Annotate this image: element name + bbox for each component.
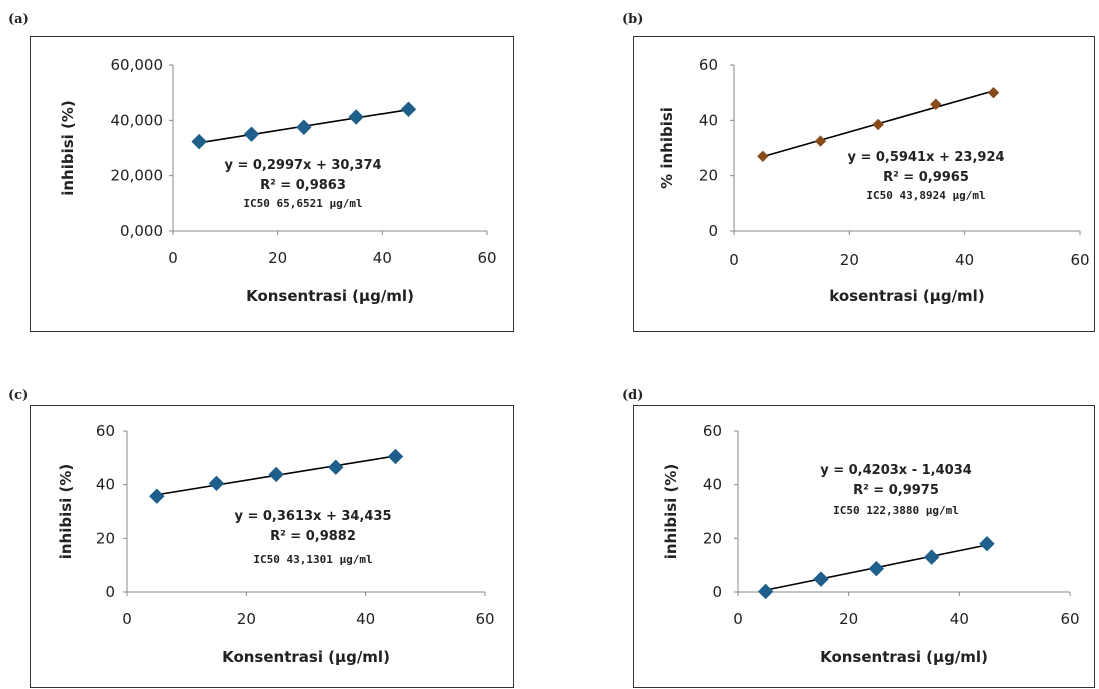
data-point: [813, 571, 829, 587]
data-point: [757, 150, 769, 163]
data-point: [872, 118, 884, 131]
x-axis-title: Konsentrasi (µg/ml): [222, 648, 390, 666]
equation-label: y = 0,5941x + 23,924: [847, 150, 1004, 165]
data-point: [757, 583, 774, 600]
data-point: [328, 459, 344, 475]
y-tick-label: 20: [703, 529, 722, 547]
x-tick-label: 20: [237, 610, 256, 628]
y-tick-label: 0: [708, 222, 718, 240]
data-point: [296, 119, 312, 135]
chart-a-svg: 0,000 20,000 40,000 60,000 0 20 40 60 y = 0,2997…: [59, 56, 497, 305]
x-tick-label: 40: [356, 610, 375, 628]
data-point: [387, 448, 404, 465]
ic50-label: IC50 65,6521 µg/ml: [243, 197, 362, 210]
y-tick-label: 40: [96, 476, 115, 494]
y-axis-title: % inhibisi: [658, 107, 676, 189]
x-axis-title: Konsentrasi (µg/ml): [820, 648, 988, 666]
panel-label-b: (b): [622, 12, 644, 27]
chart-b: 0 20 40 60 0 20 40 60 y = 0,5941x + 23,924 R² = 0…: [633, 36, 1095, 332]
data-point: [191, 133, 207, 150]
x-tick-label: 40: [955, 251, 974, 269]
y-tick-label: 40: [699, 111, 718, 129]
chart-c-svg: 0 20 40 60 0 20 40 60 y = 0,3613x + 34,435 R² = 0…: [57, 422, 495, 666]
equation-label: y = 0,3613x + 34,435: [234, 509, 391, 524]
x-tick-label: 0: [733, 610, 743, 628]
chart-b-svg: 0 20 40 60 0 20 40 60 y = 0,5941x + 23,924 R² = 0…: [658, 56, 1090, 305]
y-tick-label: 20,000: [111, 167, 164, 185]
x-tick-label: 60: [1070, 251, 1089, 269]
y-tick-label: 0: [712, 583, 722, 601]
data-point: [348, 109, 364, 125]
chart-a: 0,000 20,000 40,000 60,000 0 20 40 60 y = 0,2997…: [30, 36, 514, 332]
data-point: [268, 466, 284, 483]
x-tick-label: 40: [373, 249, 392, 267]
y-tick-label: 60: [699, 56, 718, 74]
data-point: [923, 549, 940, 565]
panel-label-c: (c): [8, 388, 29, 403]
y-tick-label: 60: [96, 422, 115, 440]
data-point: [208, 475, 225, 492]
x-tick-label: 60: [1060, 610, 1079, 628]
ic50-label: IC50 43,8924 µg/ml: [866, 189, 985, 202]
y-axis-title: inhibisi (%): [57, 464, 75, 560]
x-axis-title: Konsentrasi (µg/ml): [246, 287, 414, 305]
equation-label: y = 0,2997x + 30,374: [224, 158, 381, 173]
chart-d-svg: 0 20 40 60 0 20 40 60 y = 0,4203x - 1,4034 R² = 0…: [662, 422, 1080, 666]
y-tick-label: 20: [699, 167, 718, 185]
ic50-label: IC50 43,1301 µg/ml: [253, 553, 372, 566]
x-tick-label: 20: [268, 249, 287, 267]
y-tick-label: 60: [703, 422, 722, 440]
x-tick-label: 20: [840, 251, 859, 269]
y-tick-label: 60,000: [111, 56, 164, 74]
y-tick-label: 40,000: [111, 111, 164, 129]
panel-label-d: (d): [622, 388, 644, 403]
y-tick-label: 0,000: [120, 222, 163, 240]
ic50-label: IC50 122,3880 µg/ml: [833, 504, 959, 517]
y-tick-label: 20: [96, 529, 115, 547]
panel-label-a: (a): [8, 12, 29, 27]
data-point: [400, 101, 417, 117]
y-tick-label: 0: [105, 583, 115, 601]
r-squared-label: R² = 0,9863: [260, 178, 346, 193]
x-axis-title: kosentrasi (µg/ml): [829, 287, 984, 305]
equation-label: y = 0,4203x - 1,4034: [820, 463, 972, 478]
x-tick-label: 60: [477, 249, 496, 267]
data-point: [149, 488, 165, 504]
data-point: [987, 86, 1000, 99]
x-tick-label: 20: [839, 610, 858, 628]
x-tick-label: 0: [122, 610, 132, 628]
r-squared-label: R² = 0,9965: [883, 170, 969, 185]
x-tick-label: 60: [475, 610, 494, 628]
x-tick-label: 0: [168, 249, 178, 267]
data-point: [979, 535, 995, 552]
y-axis-title: inhibisi (%): [662, 464, 680, 560]
x-tick-label: 0: [729, 251, 739, 269]
y-tick-label: 40: [703, 476, 722, 494]
x-tick-label: 40: [950, 610, 969, 628]
data-point: [930, 98, 942, 110]
chart-c: 0 20 40 60 0 20 40 60 y = 0,3613x + 34,435 R² = 0…: [30, 405, 514, 688]
data-point: [814, 135, 827, 147]
r-squared-label: R² = 0,9882: [270, 529, 356, 544]
data-point: [868, 560, 885, 577]
data-point: [243, 126, 260, 142]
chart-d: 0 20 40 60 0 20 40 60 y = 0,4203x - 1,4034 R² = 0…: [633, 405, 1095, 688]
y-axis-title: inhibisi (%): [59, 100, 77, 196]
r-squared-label: R² = 0,9975: [853, 483, 939, 498]
